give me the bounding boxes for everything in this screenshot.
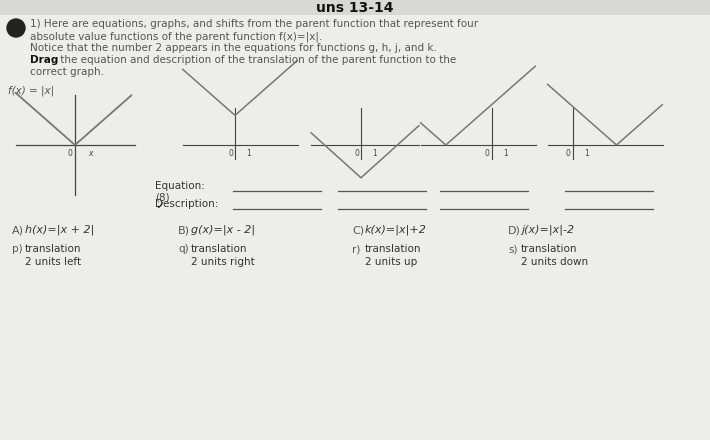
Text: absolute value functions of the parent function f(x)=|x|.: absolute value functions of the parent f… [30,31,322,41]
Text: 0: 0 [228,149,233,158]
Text: h(x)=|x + 2|: h(x)=|x + 2| [25,225,94,235]
Text: D): D) [508,225,521,235]
Text: k(x)=|x|+2: k(x)=|x|+2 [365,225,427,235]
Text: 1: 1 [584,149,589,158]
Text: Notice that the number 2 appears in the equations for functions g, h, j, and k.: Notice that the number 2 appears in the … [30,43,437,53]
Text: 1: 1 [373,149,378,158]
Text: 2 units right: 2 units right [191,257,255,267]
Text: Equation:: Equation: [155,181,205,191]
Text: 0: 0 [566,149,571,158]
Text: s): s) [508,244,518,254]
Text: x: x [89,149,93,158]
Text: translation: translation [521,244,577,254]
Text: g(x)=|x - 2|: g(x)=|x - 2| [191,225,255,235]
Text: translation: translation [365,244,422,254]
Text: f(x) = |x|: f(x) = |x| [8,85,54,95]
Text: 0: 0 [67,149,72,158]
Text: 0: 0 [485,149,490,158]
Text: uns 13-14: uns 13-14 [316,1,394,15]
Text: 1: 1 [503,149,508,158]
Text: B): B) [178,225,190,235]
Text: q): q) [178,244,189,254]
FancyBboxPatch shape [0,0,710,15]
Text: correct graph.: correct graph. [30,67,104,77]
Text: 2 units down: 2 units down [521,257,588,267]
Text: 0: 0 [354,149,359,158]
Text: 1) Here are equations, graphs, and shifts from the parent function that represen: 1) Here are equations, graphs, and shift… [30,19,478,29]
Text: A): A) [12,225,24,235]
Text: the equation and description of the translation of the parent function to the: the equation and description of the tran… [57,55,457,65]
Text: translation: translation [191,244,248,254]
Text: 2 units up: 2 units up [365,257,417,267]
Text: p): p) [12,244,23,254]
Text: 2 units left: 2 units left [25,257,81,267]
Text: 1: 1 [246,149,251,158]
Text: (8): (8) [155,192,170,202]
Circle shape [7,19,25,37]
Text: ✓: ✓ [155,201,165,211]
Text: C): C) [352,225,364,235]
Text: j(x)=|x|-2: j(x)=|x|-2 [521,225,574,235]
Text: r): r) [352,244,361,254]
Text: translation: translation [25,244,82,254]
Text: Description:: Description: [155,199,219,209]
Text: Drag: Drag [30,55,58,65]
